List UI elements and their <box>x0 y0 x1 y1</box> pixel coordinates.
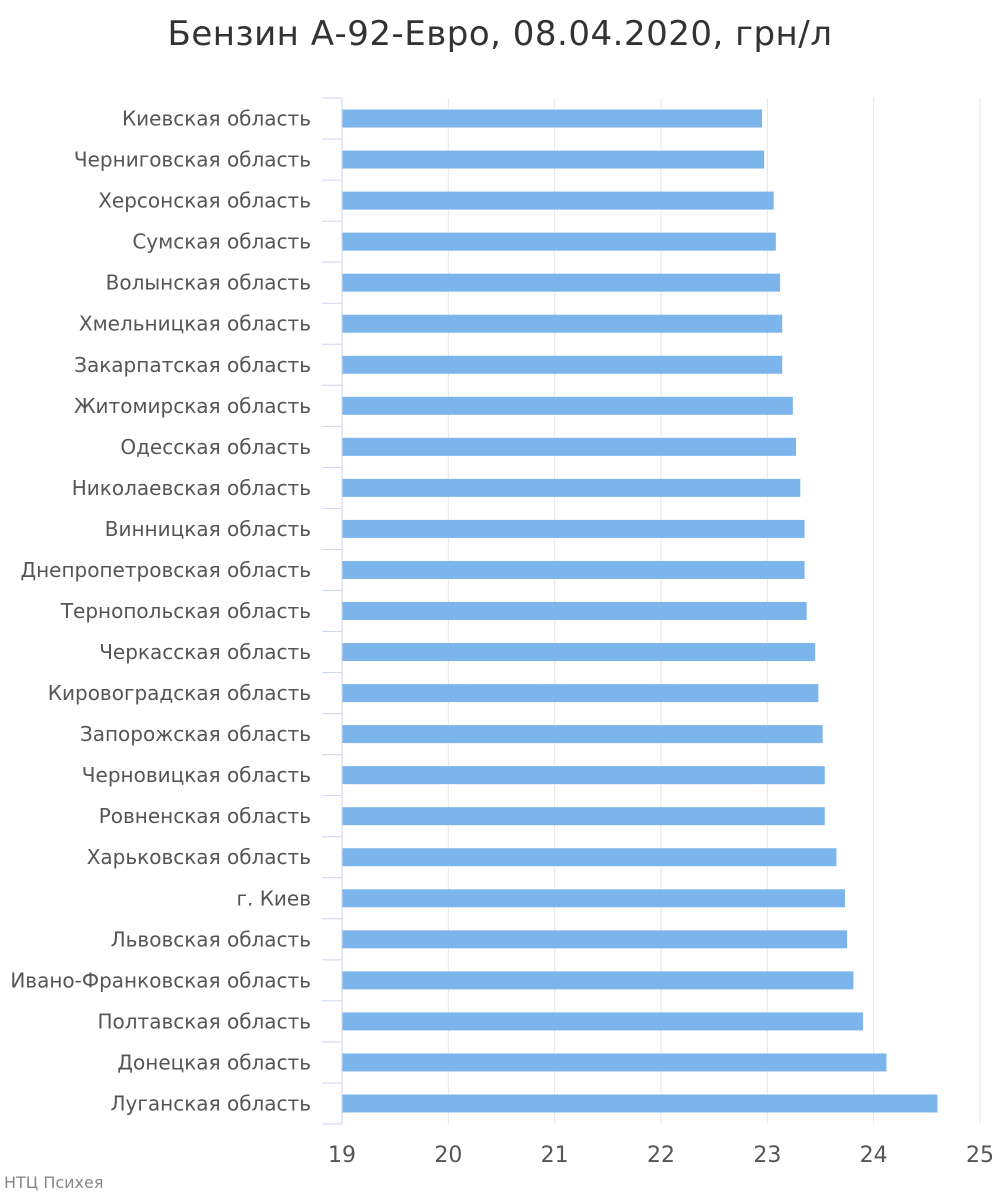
category-label: Житомирская область <box>74 394 311 418</box>
category-label: Ровненская область <box>99 804 311 828</box>
category-label: Хмельницкая область <box>79 312 311 336</box>
category-label: Херсонская область <box>98 189 311 213</box>
bar <box>342 232 776 251</box>
bar <box>342 1012 864 1031</box>
category-label: Винницкая область <box>105 517 311 541</box>
bar <box>342 314 783 333</box>
category-labels: Киевская область Черниговская область Херс… <box>10 107 311 1116</box>
category-label: Днепропетровская область <box>20 558 311 582</box>
category-label: Николаевская область <box>72 476 311 500</box>
bar <box>342 889 845 908</box>
bar <box>342 1053 887 1072</box>
bar <box>342 355 783 374</box>
bar <box>342 519 805 538</box>
bar <box>342 396 793 415</box>
x-tick-label: 21 <box>541 1143 569 1168</box>
credit-text: НТЦ Психея <box>4 1173 104 1192</box>
category-label: Сумская область <box>132 230 311 254</box>
bar <box>342 560 805 579</box>
bar <box>342 602 807 620</box>
category-label: Закарпатская область <box>74 353 311 377</box>
category-label: Львовская область <box>111 927 311 951</box>
x-tick-label: 22 <box>647 1143 675 1168</box>
category-label: Запорожская область <box>80 722 311 746</box>
bar <box>342 191 774 210</box>
bar <box>342 930 848 949</box>
bar <box>342 725 823 744</box>
bars <box>342 109 938 1113</box>
category-label: г. Киев <box>236 886 311 910</box>
x-tick-label: 24 <box>860 1143 888 1168</box>
category-label: Харьковская область <box>87 845 311 869</box>
bar <box>342 807 825 826</box>
category-label: Одесская область <box>120 435 311 459</box>
bar <box>342 478 801 497</box>
value-axis-ticks: 19 20 21 22 23 24 25 <box>328 1143 994 1168</box>
x-tick-label: 23 <box>753 1143 781 1168</box>
category-label: Ивано-Франковская область <box>10 968 311 992</box>
category-axis <box>322 97 343 1125</box>
x-tick-label: 20 <box>434 1143 462 1168</box>
category-label: Волынская область <box>106 271 311 295</box>
category-label: Черниговская область <box>74 148 311 172</box>
bar <box>342 273 781 292</box>
category-label: Полтавская область <box>97 1009 311 1033</box>
x-tick-label: 25 <box>966 1143 994 1168</box>
bar <box>342 109 763 128</box>
bar <box>342 848 837 867</box>
x-tick-label: 19 <box>328 1143 356 1168</box>
category-label: Донецкая область <box>117 1050 311 1074</box>
bar <box>342 684 819 703</box>
bar <box>342 150 765 169</box>
bar <box>342 437 797 456</box>
bar <box>342 643 816 662</box>
category-label: Киевская область <box>122 107 311 131</box>
category-label: Кировоградская область <box>48 681 311 705</box>
chart-title: Бензин А-92-Евро, 08.04.2020, грн/л <box>167 14 833 54</box>
bar <box>342 971 854 990</box>
bar <box>342 1094 938 1113</box>
category-label: Черкасская область <box>99 640 311 664</box>
category-label: Черновицкая область <box>82 763 311 787</box>
bar <box>342 766 825 785</box>
category-label: Луганская область <box>111 1091 311 1115</box>
category-label: Тернопольская область <box>60 599 311 623</box>
